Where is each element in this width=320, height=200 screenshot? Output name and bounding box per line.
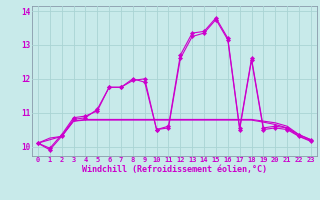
X-axis label: Windchill (Refroidissement éolien,°C): Windchill (Refroidissement éolien,°C) (82, 165, 267, 174)
